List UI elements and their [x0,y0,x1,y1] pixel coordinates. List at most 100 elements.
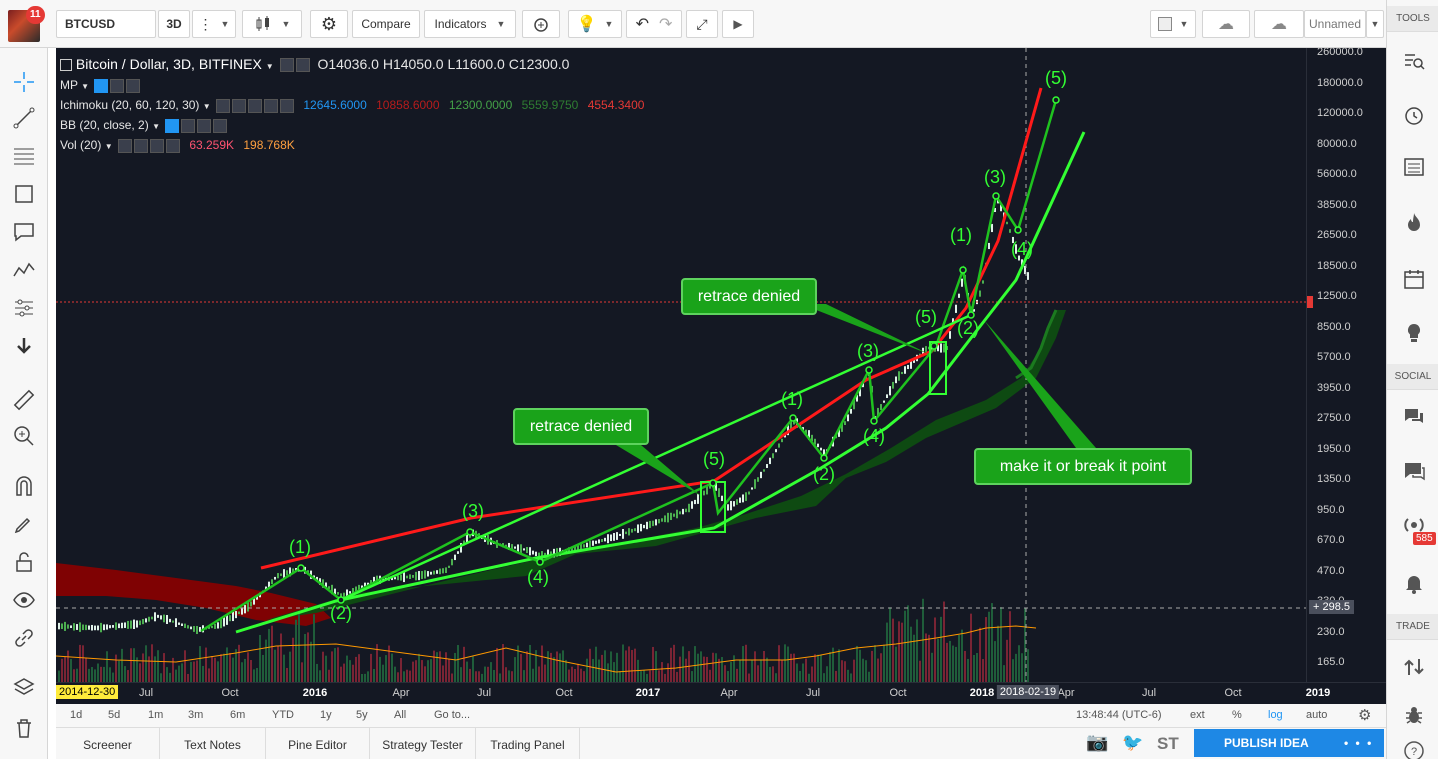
tab-screener[interactable]: Screener [56,728,160,759]
more-icon[interactable]: • • • [1344,736,1374,750]
hide-icon[interactable] [279,58,294,73]
compare-button[interactable]: Compare [352,10,420,38]
order-panel-button[interactable] [1401,654,1427,680]
goto-button[interactable]: Go to... [434,709,471,721]
hide-drawings-tool[interactable] [8,586,40,614]
fullscreen-button[interactable]: ⤢ [686,10,718,38]
settings-icon[interactable] [110,78,125,93]
twitter-icon[interactable]: 🐦 [1122,733,1144,752]
hide-icon[interactable] [216,98,231,113]
range-button[interactable]: 3m [188,709,204,721]
magnet-tool[interactable] [8,472,40,500]
symbol-search-input[interactable]: BTCUSD [56,10,156,38]
zoom-tool[interactable] [8,422,40,450]
tab-text-notes[interactable]: Text Notes [160,728,266,759]
close-icon[interactable] [280,98,295,113]
hide-icon[interactable] [117,138,132,153]
close-icon[interactable] [126,78,141,93]
range-button[interactable]: 5y [356,709,368,721]
settings-button[interactable]: ⚙ [310,10,348,38]
range-button[interactable]: YTD [272,709,294,721]
percent-scale-toggle[interactable]: % [1232,709,1242,721]
interval-button[interactable]: 3D [158,10,190,38]
chart-canvas[interactable]: (1) (2) (3) (4) (5) (1) (2) (3) (4) (5) (1) (2) (3) (… [56,48,1386,682]
chevron-down-icon[interactable]: ▼ [104,142,113,151]
object-tree-tool[interactable] [8,674,40,702]
close-icon[interactable] [165,138,180,153]
publish-idea-button[interactable]: PUBLISH IDEA • • • [1194,729,1384,757]
interval-dropdown[interactable]: ⋮ ▼ [192,10,236,38]
close-icon[interactable] [213,118,228,133]
calendar-button[interactable] [1401,266,1427,292]
chevron-down-icon[interactable]: ▼ [202,102,211,111]
layout-name[interactable]: Unnamed [1304,10,1366,38]
chat-button[interactable] [1401,404,1427,430]
auto-scale-toggle[interactable]: auto [1306,709,1328,721]
private-chats-button[interactable] [1401,458,1427,484]
range-button[interactable]: 1m [148,709,164,721]
text-tool[interactable] [8,218,40,246]
notifications-button[interactable] [1401,570,1427,596]
indicators-button[interactable]: Indicators ▼ [424,10,516,38]
settings-icon[interactable] [181,118,196,133]
help-button[interactable]: ? [1401,738,1427,759]
format-icon[interactable] [248,98,263,113]
settings-icon[interactable] [133,138,148,153]
lock-drawings-tool[interactable] [8,510,40,538]
camera-icon[interactable]: 📷 [1086,732,1109,752]
undo-redo-group[interactable]: ↶ ↷ [626,10,682,38]
add-icon[interactable] [264,98,279,113]
extended-hours-toggle[interactable]: ext [1190,709,1205,721]
load-layout-button[interactable]: ☁ [1202,10,1250,38]
data-window-button[interactable] [1401,154,1427,180]
range-button[interactable]: All [394,709,407,721]
log-scale-toggle[interactable]: log [1268,709,1283,721]
trendline-tool[interactable] [8,104,40,132]
tab-pine-editor[interactable]: Pine Editor [266,728,370,759]
stocktwits-icon[interactable]: ST [1157,734,1179,753]
tab-trading-panel[interactable]: Trading Panel [476,728,580,759]
gear-icon[interactable]: ⚙ [1358,707,1372,724]
save-layout-button[interactable]: ☁ [1254,10,1304,38]
range-button[interactable]: 5d [108,709,121,721]
theme-button[interactable]: ▼ [1150,10,1196,38]
redo-icon[interactable]: ↷ [659,16,673,33]
lock-all-tool[interactable] [8,548,40,576]
sync-drawings-tool[interactable] [8,624,40,652]
price-scale[interactable]: 260000.0 180000.0 120000.0 80000.0 56000.0 38… [1306,48,1386,682]
range-button[interactable]: 1y [320,709,332,721]
streams-button[interactable] [1401,512,1427,538]
ideas-button[interactable]: 💡 ▼ [568,10,622,38]
time-axis[interactable]: 2014-12-30 Jul Oct 2016 Apr Jul Oct 2017 Apr Jul… [56,682,1386,704]
ideas-stream-button[interactable] [1401,320,1427,346]
undo-icon[interactable]: ↶ [635,16,649,33]
settings-icon[interactable] [295,58,310,73]
visible-icon[interactable] [94,78,109,93]
crosshair-tool[interactable] [8,68,40,96]
chevron-down-icon[interactable]: ▼ [81,82,90,91]
settings-icon[interactable] [232,98,247,113]
hotlists-button[interactable] [1401,210,1427,236]
remove-drawings-tool[interactable] [8,714,40,742]
alerts-button[interactable] [1401,102,1427,128]
alert-button[interactable] [522,10,560,38]
chart-pane[interactable]: (1) (2) (3) (4) (5) (1) (2) (3) (4) (5) (1) (2) (3) (… [56,48,1386,682]
replay-button[interactable]: ▶ [722,10,754,38]
visible-icon[interactable] [165,118,180,133]
icon-tool[interactable] [8,332,40,360]
fib-tool[interactable] [8,142,40,170]
measure-tool[interactable] [8,386,40,414]
collapse-icon[interactable] [60,59,72,72]
shape-tool[interactable] [8,180,40,208]
watchlist-button[interactable] [1401,48,1427,74]
range-button[interactable]: 1d [70,709,83,721]
format-icon[interactable] [197,118,212,133]
range-button[interactable]: 6m [230,709,246,721]
chevron-down-icon[interactable]: ▼ [152,122,160,131]
layout-menu-button[interactable]: ▼ [1366,10,1384,38]
chart-style-button[interactable]: ▼ [242,10,302,38]
chevron-down-icon[interactable]: ▼ [265,62,274,71]
tab-strategy-tester[interactable]: Strategy Tester [370,728,476,759]
bug-report-button[interactable] [1401,702,1427,728]
add-icon[interactable] [149,138,164,153]
